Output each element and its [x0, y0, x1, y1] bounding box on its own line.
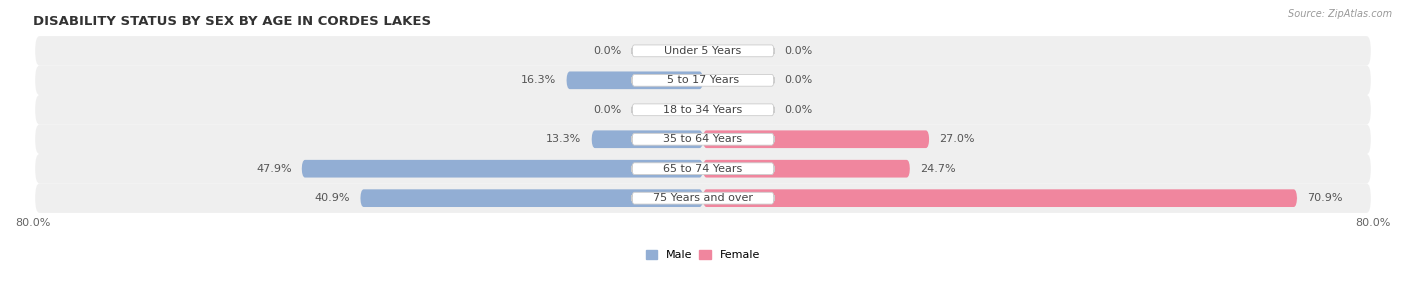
- Text: Under 5 Years: Under 5 Years: [665, 46, 741, 56]
- Text: 0.0%: 0.0%: [593, 105, 621, 115]
- Text: 0.0%: 0.0%: [593, 46, 621, 56]
- FancyBboxPatch shape: [360, 189, 703, 207]
- FancyBboxPatch shape: [35, 66, 1371, 95]
- Text: 40.9%: 40.9%: [315, 193, 350, 203]
- Text: 5 to 17 Years: 5 to 17 Years: [666, 75, 740, 85]
- Text: DISABILITY STATUS BY SEX BY AGE IN CORDES LAKES: DISABILITY STATUS BY SEX BY AGE IN CORDE…: [32, 15, 430, 28]
- FancyBboxPatch shape: [631, 104, 775, 116]
- Text: Source: ZipAtlas.com: Source: ZipAtlas.com: [1288, 9, 1392, 19]
- Text: 65 to 74 Years: 65 to 74 Years: [664, 164, 742, 174]
- Text: 0.0%: 0.0%: [785, 75, 813, 85]
- Text: 16.3%: 16.3%: [522, 75, 557, 85]
- Text: 0.0%: 0.0%: [785, 46, 813, 56]
- Text: 13.3%: 13.3%: [547, 134, 582, 144]
- Text: 70.9%: 70.9%: [1308, 193, 1343, 203]
- FancyBboxPatch shape: [631, 163, 775, 174]
- FancyBboxPatch shape: [35, 36, 1371, 66]
- FancyBboxPatch shape: [35, 154, 1371, 183]
- Text: 0.0%: 0.0%: [785, 105, 813, 115]
- FancyBboxPatch shape: [631, 192, 775, 204]
- FancyBboxPatch shape: [35, 124, 1371, 154]
- FancyBboxPatch shape: [567, 71, 703, 89]
- FancyBboxPatch shape: [703, 160, 910, 178]
- Text: 35 to 64 Years: 35 to 64 Years: [664, 134, 742, 144]
- FancyBboxPatch shape: [592, 131, 703, 148]
- FancyBboxPatch shape: [35, 95, 1371, 124]
- Text: 47.9%: 47.9%: [256, 164, 291, 174]
- FancyBboxPatch shape: [703, 189, 1298, 207]
- Legend: Male, Female: Male, Female: [647, 250, 759, 260]
- Text: 18 to 34 Years: 18 to 34 Years: [664, 105, 742, 115]
- Text: 24.7%: 24.7%: [920, 164, 956, 174]
- FancyBboxPatch shape: [631, 74, 775, 86]
- Text: 27.0%: 27.0%: [939, 134, 974, 144]
- FancyBboxPatch shape: [302, 160, 703, 178]
- FancyBboxPatch shape: [35, 183, 1371, 213]
- FancyBboxPatch shape: [631, 45, 775, 57]
- Text: 75 Years and over: 75 Years and over: [652, 193, 754, 203]
- FancyBboxPatch shape: [631, 133, 775, 145]
- FancyBboxPatch shape: [703, 131, 929, 148]
